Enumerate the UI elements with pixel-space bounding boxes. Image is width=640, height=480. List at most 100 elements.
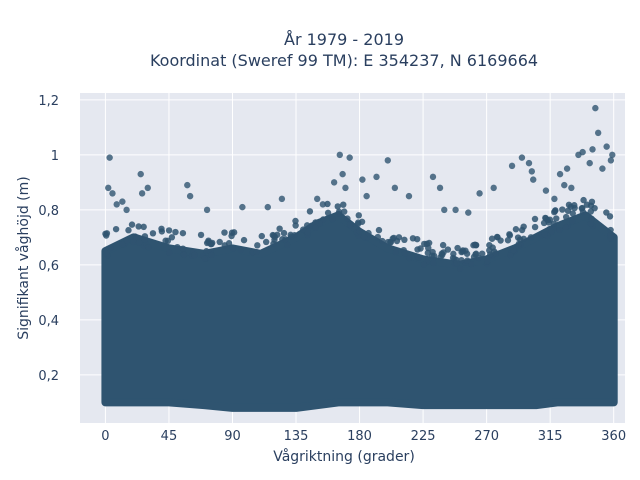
data-point [330, 179, 338, 186]
data-point [363, 192, 370, 200]
edge-point [420, 261, 428, 268]
edge-point [506, 232, 514, 239]
edge-point [512, 226, 520, 233]
data-point [508, 162, 516, 170]
edge-point [360, 233, 368, 241]
data-point [586, 159, 593, 167]
data-point [109, 190, 116, 197]
edge-point [392, 249, 399, 256]
data-point [359, 176, 366, 183]
edge-point [559, 206, 566, 213]
edge-point [355, 212, 362, 219]
edge-point [180, 251, 188, 259]
edge-point [374, 233, 381, 241]
edge-point [125, 227, 132, 234]
edge-point [341, 208, 348, 215]
edge-point [140, 223, 147, 231]
edge-point [457, 265, 464, 272]
edge-point [102, 249, 110, 257]
x-tick-label: 90 [224, 429, 241, 444]
y-axis-ticks: 0,2 0,4 0,6 0,8 1 1,2 [38, 94, 59, 384]
edge-point [484, 258, 491, 265]
edge-point [216, 238, 223, 246]
edge-point [492, 250, 500, 257]
data-point [186, 192, 194, 200]
edge-point [165, 249, 173, 256]
data-point [342, 184, 349, 192]
edge-point [135, 239, 143, 246]
data-point [525, 159, 533, 167]
edge-point [428, 252, 436, 259]
edge-point [568, 217, 576, 225]
edge-point [225, 240, 233, 247]
data-point [568, 184, 575, 192]
data-point [551, 195, 558, 203]
edge-point [119, 240, 126, 248]
edge-point [312, 219, 319, 226]
edge-point [472, 251, 479, 258]
edge-point [588, 215, 595, 223]
edge-point [141, 236, 148, 243]
y-tick-label: 0,6 [38, 259, 59, 274]
edge-point [158, 225, 165, 233]
edge-point [334, 203, 341, 210]
edge-point [123, 237, 131, 244]
edge-point [276, 225, 283, 232]
edge-point [556, 226, 563, 234]
edge-point [507, 252, 514, 259]
edge-point [440, 249, 447, 256]
edge-point [179, 229, 187, 237]
chart-title-line-1: År 1979 - 2019 [284, 30, 404, 49]
edge-point [583, 201, 591, 208]
edge-point [393, 237, 401, 245]
data-point [542, 187, 550, 194]
edge-point [458, 256, 465, 264]
y-tick-label: 1 [51, 149, 59, 164]
edge-point [459, 247, 467, 254]
x-tick-label: 315 [538, 429, 563, 444]
edge-point [405, 254, 413, 262]
dense-point-cloud [101, 196, 618, 412]
edge-point [197, 231, 205, 239]
edge-point [580, 196, 587, 204]
edge-point [201, 255, 208, 262]
edge-point [208, 251, 215, 259]
edge-point [191, 251, 198, 259]
edge-point [280, 229, 288, 237]
edge-point [365, 229, 372, 237]
edge-point [401, 250, 409, 257]
data-point [144, 184, 151, 192]
edge-point [516, 236, 524, 243]
edge-point [262, 238, 270, 246]
data-point [105, 184, 112, 192]
edge-point [569, 210, 576, 217]
edge-point [607, 226, 614, 234]
y-tick-label: 0,2 [38, 369, 59, 384]
edge-point [324, 200, 331, 208]
y-axis-title: Signifikant våghöjd (m) [15, 176, 32, 339]
edge-point [253, 249, 260, 256]
data-point [339, 170, 346, 178]
y-tick-label: 0,4 [38, 314, 59, 329]
data-point [264, 203, 271, 211]
edge-point [379, 237, 386, 245]
edge-point [430, 259, 437, 267]
data-point [405, 192, 413, 200]
outlier-points [105, 104, 616, 216]
edge-point [324, 209, 332, 217]
edge-point [282, 236, 289, 243]
edge-point [312, 224, 319, 232]
edge-point [603, 209, 610, 216]
edge-point [135, 223, 142, 230]
edge-point [531, 215, 539, 223]
edge-point [271, 233, 279, 241]
data-point [346, 154, 353, 161]
edge-point [531, 223, 539, 231]
edge-point [471, 241, 479, 248]
data-point [603, 143, 610, 150]
edge-point [344, 215, 351, 222]
edge-point [107, 244, 114, 252]
edge-point [384, 238, 392, 246]
edge-point [329, 215, 336, 223]
